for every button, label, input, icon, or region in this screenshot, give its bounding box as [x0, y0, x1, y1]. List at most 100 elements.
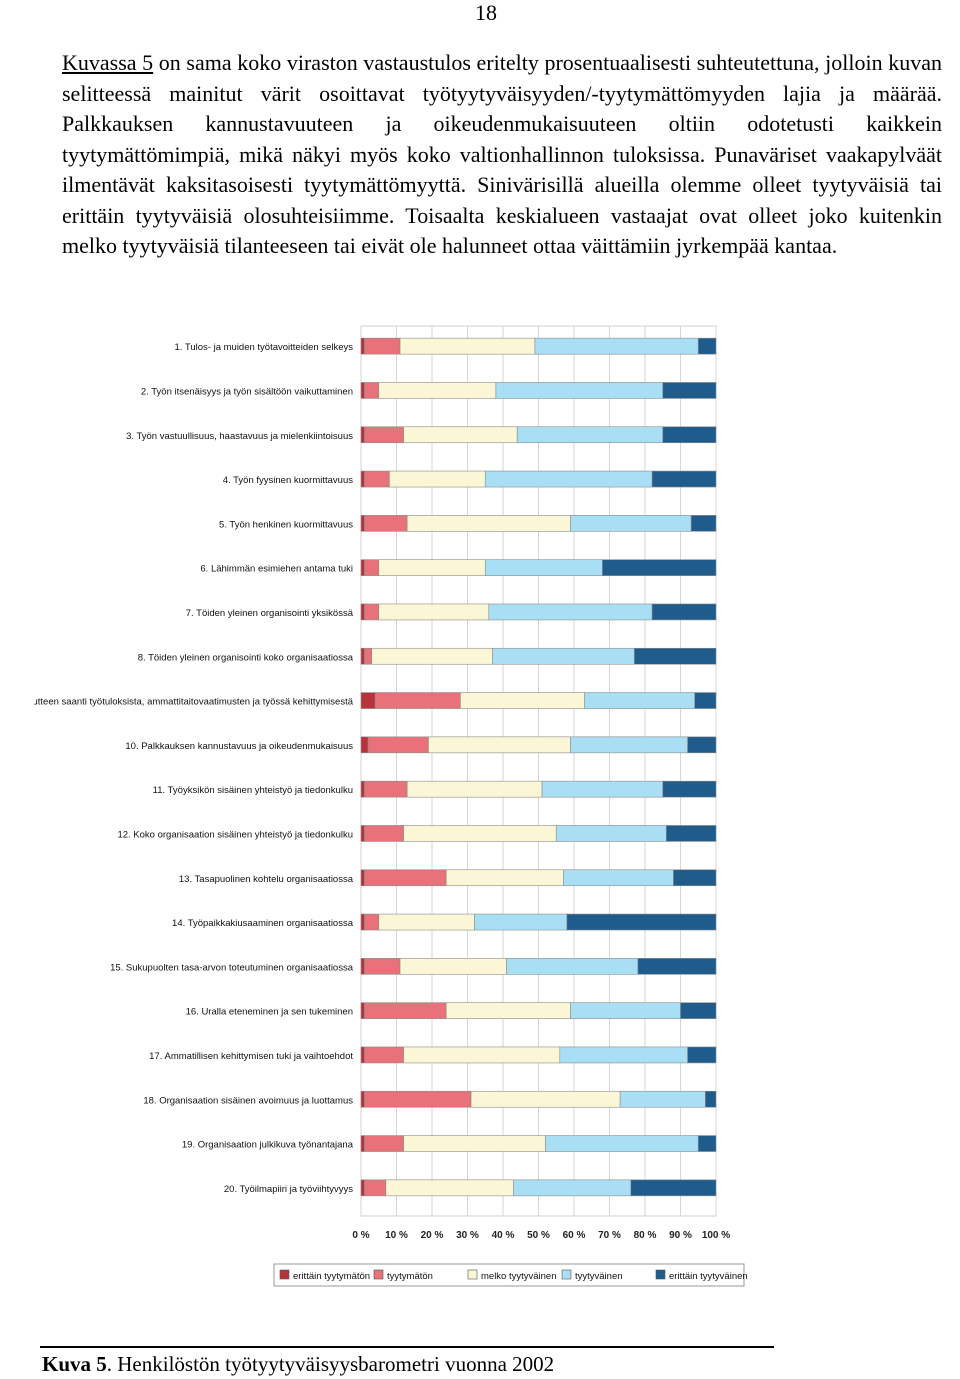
bar-segment [662, 382, 717, 399]
x-tick-label: 100 % [702, 1230, 730, 1241]
category-label: 11. Työyksikön sisäinen yhteistyö ja tie… [153, 785, 353, 796]
bar-segment [360, 1135, 365, 1152]
x-tick-label: 60 % [563, 1230, 586, 1241]
bar-segment [360, 559, 365, 576]
bar-segment [630, 1179, 717, 1197]
stacked-bar-chart-svg: 0 % 10 % 20 % 30 % 40 % 50 % 60 % 70 % 80 % 90 % 1… [3, 325, 748, 1287]
bar-segment [555, 825, 667, 842]
bar-segment [371, 647, 493, 665]
caption-divider [40, 1346, 774, 1348]
category-label: 3. Työn vastuullisuus, haastavuus ja mie… [126, 431, 353, 442]
category-label: 5. Työn henkinen kuormittavuus [219, 519, 353, 530]
bar-segment [364, 1090, 472, 1108]
x-tick-label: 80 % [634, 1230, 657, 1241]
bar-segment [364, 958, 401, 975]
bar-segment [406, 780, 543, 798]
bar-segment [399, 958, 507, 975]
bar-segment [360, 958, 365, 975]
bar-segment [559, 1046, 688, 1064]
bar-segment [662, 780, 717, 798]
bar-segment [534, 337, 699, 355]
legend-swatch [279, 1269, 290, 1280]
bar-segment [399, 337, 536, 355]
bar-segment [680, 1002, 717, 1019]
bar-segment [673, 869, 717, 887]
x-tick-label: 20 % [421, 1230, 444, 1241]
bar-segment [364, 869, 447, 887]
bar-segment [690, 515, 717, 532]
bar-segment [360, 1046, 365, 1064]
bar-segment [484, 470, 653, 488]
bar-segment [705, 1090, 717, 1108]
bar-segment [364, 913, 380, 931]
bar-segment [428, 736, 571, 754]
legend-label: melko tyytyväinen [481, 1271, 557, 1282]
bar-segment [374, 692, 461, 709]
figure-caption: Kuva 5. Henkilöstön työtyytyväisyysbarom… [42, 1352, 554, 1377]
paragraph-text: on sama koko viraston vastaustulos erite… [62, 50, 942, 258]
body-paragraph: Kuvassa 5 on sama koko viraston vastaust… [62, 48, 942, 262]
bar-segment [378, 913, 475, 931]
bar-segment [364, 603, 380, 621]
bar-segment [360, 337, 365, 355]
bar-segment [545, 1135, 699, 1152]
bar-segment [364, 470, 390, 488]
bar-segment [651, 603, 717, 621]
bar-segment [360, 515, 365, 532]
page-number: 18 [475, 0, 497, 25]
bar-segment [506, 958, 639, 975]
bar-segment [403, 1046, 561, 1064]
bar-segment [495, 382, 664, 399]
bar-segment [360, 736, 369, 754]
legend-swatch [373, 1269, 384, 1280]
category-label: 14. Työpaikkakiusaaminen organisaatiossa [172, 918, 354, 929]
bar-segment [619, 1090, 706, 1108]
bar-segment [360, 470, 365, 488]
bar-segment [697, 337, 717, 355]
bar-segment [360, 913, 365, 931]
figure-reference-link[interactable]: Kuvassa 5 [62, 50, 154, 75]
bar-segment [474, 913, 568, 931]
bar-segment [364, 825, 404, 842]
category-label: 20. Työilmapiiri ja työviihtyvyys [224, 1184, 353, 1195]
bar-segment [364, 382, 380, 399]
bar-segment [470, 1090, 621, 1108]
bar-segment [602, 559, 717, 576]
category-label: 15. Sukupuolten tasa-arvon toteutuminen … [110, 962, 354, 973]
bar-segment [403, 426, 518, 444]
bar-segment [484, 559, 603, 576]
legend-label: tyytyväinen [575, 1271, 623, 1282]
x-tick-label: 10 % [385, 1230, 408, 1241]
bar-segment [364, 337, 401, 355]
bar-segment [662, 426, 717, 444]
bar-segment [445, 869, 564, 887]
bar-segment [378, 603, 490, 621]
legend-swatch [561, 1269, 572, 1280]
satisfaction-chart: 0 % 10 % 20 % 30 % 40 % 50 % 60 % 70 % 80 % 90 % 1… [3, 322, 754, 1322]
bar-segment [570, 515, 692, 532]
caption-label: Kuva 5 [42, 1352, 107, 1376]
bar-segment [651, 470, 717, 488]
bar-segment [360, 1002, 365, 1019]
bar-segment [687, 1046, 717, 1064]
x-tick-label: 50 % [527, 1230, 550, 1241]
bar-segment [665, 825, 717, 842]
bar-segment [687, 736, 717, 754]
category-label: 10. Palkkauksen kannustavuus ja oikeuden… [125, 741, 353, 752]
category-label: 9. Palautteen saanti työtuloksista, amma… [34, 697, 354, 708]
bar-segment [364, 647, 372, 665]
bar-segment [360, 603, 365, 621]
bar-segment [364, 515, 408, 532]
category-label: 12. Koko organisaation sisäinen yhteisty… [117, 829, 353, 840]
bar-segment [360, 1090, 365, 1108]
bar-segment [541, 780, 664, 798]
bar-segment [634, 647, 717, 665]
category-label: 7. Töiden yleinen organisointi yksikössä [186, 608, 354, 619]
bar-segment [360, 1179, 365, 1197]
category-label: 6. Lähimmän esimiehen antama tuki [200, 564, 353, 575]
x-tick-label: 40 % [492, 1230, 515, 1241]
bar-segment [360, 382, 365, 399]
legend-swatch [467, 1269, 478, 1280]
bar-segment [570, 736, 688, 754]
bar-segment [378, 382, 497, 399]
